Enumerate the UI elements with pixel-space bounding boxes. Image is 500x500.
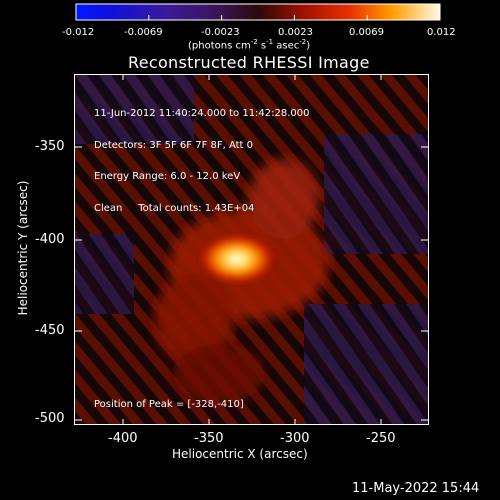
y-axis-label: Heliocentric Y (arcsec) [16,180,30,316]
rhessi-image [74,74,429,425]
y-tick-label: -400 [35,232,65,247]
emission-core [197,233,277,285]
x-tick-label: -350 [194,431,224,446]
x-tick-label: -250 [366,431,396,446]
colorbar-tick-label: -0.0069 [124,27,163,38]
image-frame [74,74,429,425]
image-title: Reconstructed RHESSI Image [128,53,370,72]
info-line: Energy Range: 6.0 - 12.0 keV [94,171,241,182]
plot-timestamp: 11-May-2022 15:44 [352,481,480,496]
info-line: Detectors: 3F 5F 6F 7F 8F, Att 0 [94,139,254,151]
background-purple-regions [74,74,429,425]
info-line: 11-Jun-2012 11:40:24.000 to 11:42:28.000 [94,108,310,119]
colorbar-gradient [75,3,441,21]
y-tick-label: -450 [35,323,65,338]
x-tick-label: -300 [280,431,310,446]
peak-position: Position of Peak = [-328,-410] [94,399,244,410]
colorbar-units: (photons cm-2 s-1 asec-2) [188,38,311,52]
colorbar-tick-label: 0.0069 [349,27,384,38]
observation-info: 11-Jun-2012 11:40:24.000 to 11:42:28.000… [94,88,310,225]
colorbar-tick-label: 0.012 [427,27,456,38]
info-line: Clean Total counts: 1.43E+04 [94,202,255,214]
colorbar-tick-label: -0.012 [62,27,95,38]
y-tick-label: -500 [35,411,65,426]
colorbar [75,3,441,21]
y-axis-tick-marks [74,146,429,421]
x-axis-label: Heliocentric X (arcsec) [172,447,308,461]
x-tick-label: -400 [108,431,138,446]
colorbar-tick-label: -0.0023 [201,27,240,38]
colorbar-tick-marks [75,15,441,20]
y-tick-label: -350 [35,139,65,154]
x-axis-tick-marks [122,74,382,425]
colorbar-tick-label: 0.0023 [278,27,313,38]
